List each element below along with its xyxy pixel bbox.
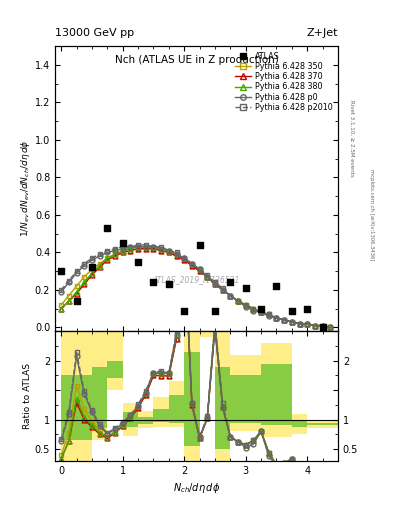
Point [119,239,126,247]
Point [289,307,295,315]
Point [73,297,80,305]
Point [166,280,172,288]
Point [104,224,110,232]
Point [258,305,264,313]
Point [135,258,141,266]
Text: Z+Jet: Z+Jet [307,28,338,38]
Point [181,307,187,315]
Point [304,305,310,313]
Y-axis label: Ratio to ATLAS: Ratio to ATLAS [23,363,32,429]
Point [212,307,218,315]
Point [242,284,249,292]
Text: mcplots.cern.ch [arXiv:1306.3436]: mcplots.cern.ch [arXiv:1306.3436] [369,169,374,261]
Point [273,282,279,290]
Point [58,267,64,275]
Text: Nch (ATLAS UE in Z production): Nch (ATLAS UE in Z production) [115,55,278,65]
X-axis label: $N_{ch}/d\eta\, d\phi$: $N_{ch}/d\eta\, d\phi$ [173,481,220,495]
Point [150,279,156,287]
Legend: ATLAS, Pythia 6.428 350, Pythia 6.428 370, Pythia 6.428 380, Pythia 6.428 p0, Py: ATLAS, Pythia 6.428 350, Pythia 6.428 37… [234,50,334,113]
Point [227,279,233,287]
Text: 13000 GeV pp: 13000 GeV pp [55,28,134,38]
Y-axis label: $1/N_{ev}\, dN_{ev}/dN_{ch}/d\eta\, d\phi$: $1/N_{ev}\, dN_{ev}/dN_{ch}/d\eta\, d\ph… [19,140,32,238]
Point [89,263,95,271]
Point [196,241,203,249]
Text: Rivet 3.1.10, ≥ 2.5M events: Rivet 3.1.10, ≥ 2.5M events [349,100,354,177]
Point [320,324,326,332]
Text: ATLAS_2019_I1736531: ATLAS_2019_I1736531 [153,275,240,284]
